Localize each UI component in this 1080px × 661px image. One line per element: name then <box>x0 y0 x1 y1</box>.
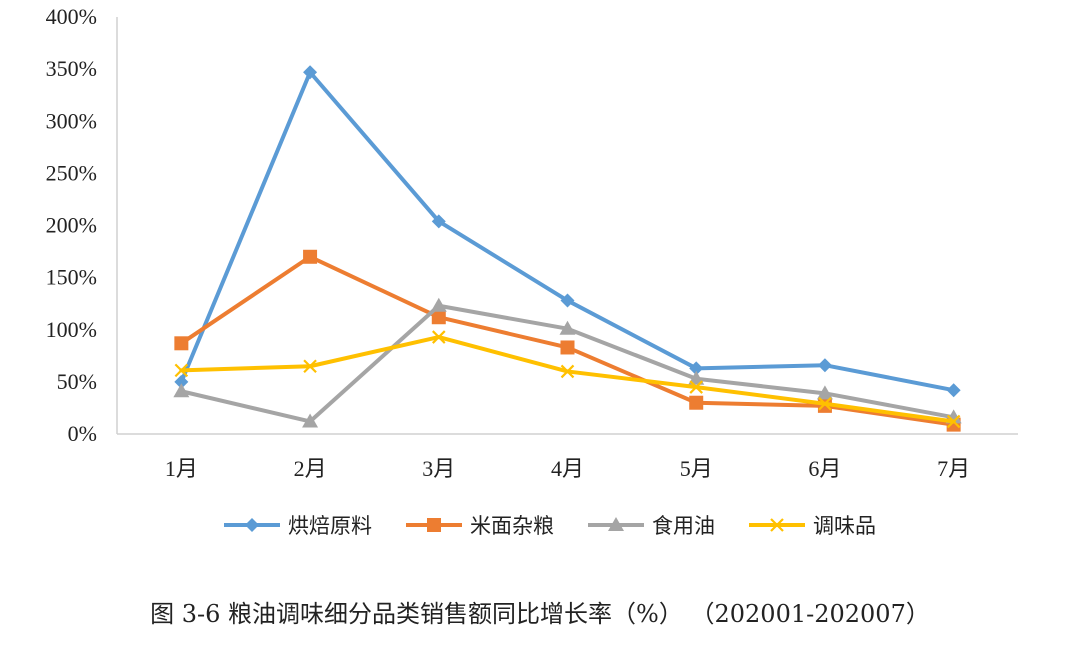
data-point <box>818 396 832 411</box>
data-point <box>303 359 317 374</box>
data-point <box>174 363 189 378</box>
x-tick-label: 3月 <box>422 456 455 481</box>
figure-caption: 图 3-6 粮油调味细分品类销售额同比增长率（%） （202001-202007… <box>150 600 930 628</box>
data-point <box>174 374 189 389</box>
y-tick-label: 300% <box>46 108 97 133</box>
data-point <box>689 380 703 394</box>
data-point <box>817 358 832 373</box>
data-point <box>173 383 190 398</box>
series-4 <box>174 330 961 429</box>
data-point <box>560 293 575 308</box>
data-point <box>430 297 447 312</box>
x-tick-label: 5月 <box>680 456 713 481</box>
x-tick-label: 1月 <box>165 456 198 481</box>
legend-marker <box>608 517 624 531</box>
legend-label: 烘焙原料 <box>288 514 372 538</box>
legend-label: 米面杂粮 <box>470 514 554 538</box>
data-point <box>816 385 833 400</box>
y-tick-label: 250% <box>46 160 97 185</box>
data-point <box>303 249 318 264</box>
y-tick-label: 0% <box>68 421 97 446</box>
legend-item: 食用油 <box>588 514 715 538</box>
data-point <box>946 383 961 398</box>
legend-label: 调味品 <box>813 514 876 538</box>
x-tick-label: 2月 <box>294 456 327 481</box>
x-tick-label: 7月 <box>937 456 970 481</box>
y-tick-label: 150% <box>46 265 97 290</box>
y-tick-label: 400% <box>46 4 97 29</box>
legend-marker <box>427 518 441 532</box>
y-tick-label: 100% <box>46 317 97 342</box>
data-point <box>688 370 705 385</box>
y-tick-label: 350% <box>46 56 97 81</box>
data-point <box>560 340 575 355</box>
legend-marker <box>770 518 784 532</box>
series-1 <box>174 65 961 398</box>
legend-item: 烘焙原料 <box>224 514 372 538</box>
legend-label: 食用油 <box>652 514 715 538</box>
line-chart: 0% 50% 100% 150% 200% 250% 300% 350% 400% 1月 2月 3月 4… <box>46 4 1018 538</box>
y-tick-label: 50% <box>57 369 97 394</box>
chart-axes: 0% 50% 100% 150% 200% 250% 300% 350% 400% 1月 2月 3月 4… <box>46 4 1018 481</box>
data-point <box>689 361 704 376</box>
data-point <box>946 414 961 429</box>
data-point <box>432 330 446 344</box>
y-tick-label: 200% <box>46 213 97 238</box>
data-point <box>431 214 446 229</box>
legend-item: 调味品 <box>749 514 876 538</box>
x-tick-label: 6月 <box>808 456 841 481</box>
data-point <box>560 364 575 379</box>
chart-legend: 烘焙原料 米面杂粮 食用油 调味品 <box>224 514 876 538</box>
legend-item: 米面杂粮 <box>406 514 554 538</box>
x-tick-label: 4月 <box>551 456 584 481</box>
data-point <box>303 65 318 80</box>
data-point <box>302 413 319 428</box>
data-point <box>174 336 189 351</box>
data-point <box>559 320 576 335</box>
legend-marker <box>245 518 259 532</box>
data-point <box>689 395 704 410</box>
chart-series <box>173 65 962 432</box>
data-point <box>431 310 446 325</box>
